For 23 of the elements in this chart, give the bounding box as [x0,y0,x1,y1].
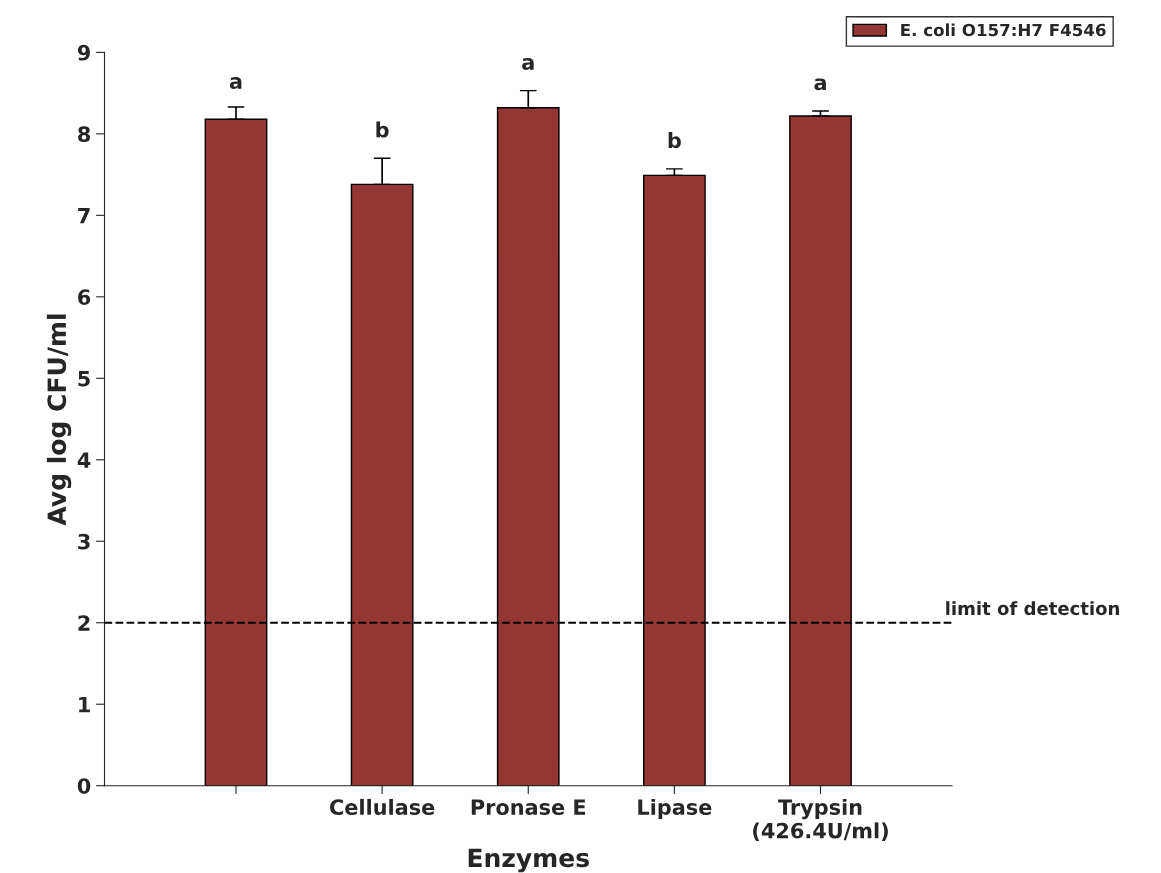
y-tick-label: 7 [78,208,90,224]
y-tick-label: 5 [78,371,90,387]
y-axis-title: Avg log CFU/ml [46,314,72,526]
y-tick-label: 8 [78,126,90,143]
y-tick-label: 6 [78,289,91,306]
x-tick-label: Trypsin (426.4U/ml) [753,798,888,841]
x-axis-title: Enzymes [468,848,589,873]
ref-line-label: limit of detection [946,601,1119,616]
y-tick-label: 3 [78,533,90,550]
x-tick-label: Lipase [638,798,712,820]
annotation: b [376,121,389,138]
x-tick-label: Cellulase [330,798,435,816]
annotation: a [522,58,534,70]
y-tick-label: 0 [77,778,91,794]
annotation: b [668,132,681,149]
y-tick-label: 2 [78,615,90,631]
legend-label: E. coli O157:H7 F4546 [901,23,1106,37]
annotation: a [229,77,242,90]
x-tick-label: Pronase E [471,799,586,816]
annotation: a [814,78,826,91]
y-tick-label: 1 [79,696,90,713]
y-tick-label: 4 [77,452,91,468]
y-tick-label: 9 [77,44,90,61]
